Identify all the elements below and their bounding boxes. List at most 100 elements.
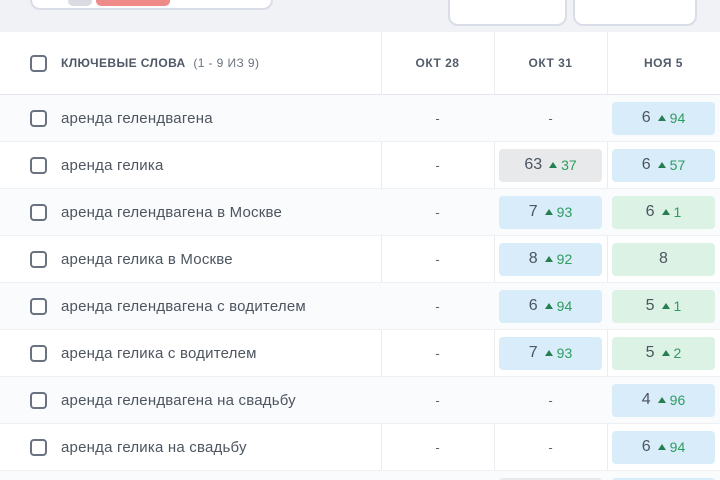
keyword-label: аренда гелендвагена: [61, 109, 213, 127]
rank-change: 94: [544, 298, 573, 314]
rank-badge: 8 92: [499, 242, 602, 276]
row-checkbox[interactable]: [30, 156, 47, 174]
rank-cell: 6 94: [494, 283, 607, 329]
rank-value: 63: [524, 156, 543, 173]
up-arrow-icon: [661, 303, 670, 309]
rank-cell: -: [381, 189, 494, 235]
up-arrow-icon: [544, 256, 553, 262]
rank-change: 94: [657, 110, 686, 126]
options-select[interactable]: [573, 0, 697, 26]
date-column-header: ОКТ 28: [415, 56, 460, 70]
row-checkbox[interactable]: [30, 297, 47, 315]
rank-change: 96: [657, 392, 686, 408]
rank-change-value: 96: [669, 392, 686, 408]
rank-cell: 6 57: [607, 142, 720, 188]
rank-cell: -: [381, 424, 494, 470]
keywords-filter-input[interactable]: [30, 0, 273, 10]
table-row: аренда гелендвагена - - 6 94: [0, 95, 720, 142]
table-row: аренда гелендвагена в Москве - 7 93 6 1: [0, 189, 720, 236]
row-checkbox[interactable]: [30, 109, 47, 127]
rank-cell: -: [494, 424, 607, 470]
rank-change-value: 1: [673, 204, 682, 220]
rank-change-value: 1: [673, 298, 682, 314]
rank-value: 6: [641, 109, 651, 126]
keyword-cell: аренда гелендвагена с водителем: [0, 297, 381, 315]
rank-change: 2: [661, 345, 682, 361]
keyword-cell: аренда гелика на свадьбу: [0, 438, 381, 456]
column-divider: [607, 32, 608, 480]
keyword-label: аренда гелика на свадьбу: [61, 438, 247, 456]
table-row: аренда гелика - 63 37 6 57: [0, 142, 720, 189]
rank-cell: 8: [607, 236, 720, 282]
up-arrow-icon: [549, 162, 558, 168]
rank-change-value: 94: [669, 439, 686, 455]
rank-change: 93: [544, 345, 572, 361]
row-checkbox[interactable]: [30, 438, 47, 456]
up-arrow-icon: [657, 397, 666, 403]
date-column-header: ОКТ 31: [528, 56, 573, 70]
rank-value: 6: [528, 297, 538, 314]
row-checkbox[interactable]: [30, 391, 47, 409]
rank-cell: -: [381, 236, 494, 282]
rank-change-value: 92: [556, 251, 573, 267]
column-divider: [494, 32, 495, 480]
no-rank-dash: -: [435, 251, 440, 267]
rank-badge: 6 94: [612, 101, 715, 135]
keyword-cell: аренда гелика в Москве: [0, 250, 381, 268]
rank-badge: 793: [612, 477, 715, 480]
keywords-header-text: КЛЮЧЕВЫЕ СЛОВА (1 - 9 ИЗ 9): [61, 56, 259, 70]
rank-badge: 6 57: [612, 148, 715, 182]
keywords-count: (1 - 9 ИЗ 9): [193, 56, 260, 70]
rank-cell: 7 93: [494, 189, 607, 235]
rank-change: 37: [549, 157, 577, 173]
up-arrow-icon: [657, 115, 666, 121]
table-row: аренда гелендвагена с водителем - 6 94 5 1: [0, 283, 720, 330]
table-row: аренда гелика с водителем -7 93 5 2: [0, 330, 720, 377]
keywords-rank-table: КЛЮЧЕВЫЕ СЛОВА (1 - 9 ИЗ 9) ОКТ 28 ОКТ 3…: [0, 32, 720, 480]
rank-cell: 8 92: [494, 236, 607, 282]
rank-change-value: 94: [556, 298, 573, 314]
keyword-label: аренда гелендвагена в Москве: [61, 203, 283, 221]
rank-value: 6: [645, 203, 655, 220]
keyword-label: аренда гелендвагена с водителем: [61, 297, 306, 315]
row-checkbox[interactable]: [30, 250, 47, 268]
rank-value: 7: [528, 203, 538, 220]
row-checkbox[interactable]: [30, 344, 47, 362]
rank-cell: -: [381, 95, 494, 141]
rank-cell: -: [494, 95, 607, 141]
rank-badge: 1783: [499, 477, 602, 480]
keyword-cell: аренда гелика: [0, 156, 381, 174]
rank-cell: -: [381, 283, 494, 329]
select-all-checkbox[interactable]: [30, 54, 47, 72]
rank-value: 8: [528, 250, 538, 267]
keyword-cell: аренда гелендвагена: [0, 109, 381, 127]
no-rank-dash: -: [435, 345, 440, 361]
up-arrow-icon: [544, 303, 553, 309]
rank-change-value: 94: [669, 110, 686, 126]
rank-cell: -: [494, 377, 607, 423]
rank-change-value: 2: [673, 345, 682, 361]
rank-change-value: 57: [669, 157, 686, 173]
rank-change: 93: [544, 204, 572, 220]
keyword-label: аренда гелика с водителем: [61, 344, 257, 362]
column-divider: [381, 32, 382, 480]
rank-value: 5: [645, 297, 655, 314]
no-rank-dash: -: [435, 157, 440, 173]
rank-value: 5: [645, 344, 655, 361]
table-row: аренда гелика на свадьбу - - 6 94: [0, 424, 720, 471]
up-arrow-icon: [657, 162, 666, 168]
date-range-select[interactable]: [448, 0, 567, 26]
row-checkbox[interactable]: [30, 203, 47, 221]
rank-badge: 4 96: [612, 383, 715, 417]
no-rank-dash: -: [435, 204, 440, 220]
date-column-header: НОЯ 5: [644, 56, 683, 70]
table-row: аренда гелендвагена на свадьбу - - 4 96: [0, 377, 720, 424]
rank-cell: 793: [607, 471, 720, 480]
up-arrow-icon: [661, 209, 670, 215]
rank-cell: 1783: [494, 471, 607, 480]
rank-value: 6: [641, 438, 651, 455]
no-rank-dash: -: [435, 298, 440, 314]
